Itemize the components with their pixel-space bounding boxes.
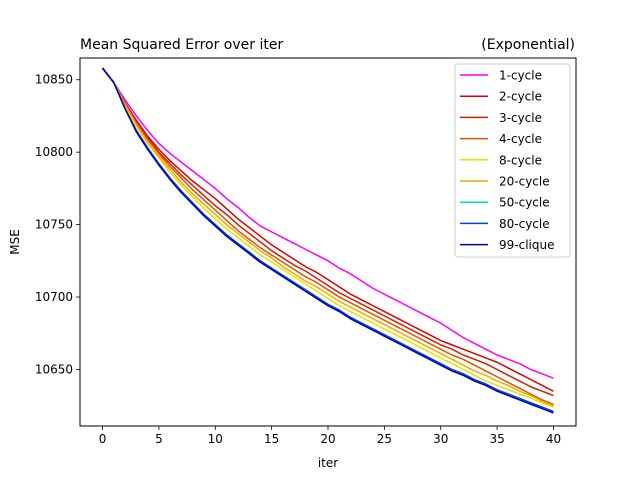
y-tick-label: 10750 [35,218,73,232]
x-tick-label: 25 [377,432,392,446]
x-tick-label: 0 [99,432,107,446]
legend: 1-cycle 2-cycle 3-cycle 4-cycle 8-cycle 20-cy… [454,63,571,258]
x-axis-label: iter [318,456,338,470]
x-tick-label: 5 [155,432,163,446]
series-line-8-cycle [101,67,554,408]
series-line-99-clique [101,67,554,414]
legend-items: 1-cycle 2-cycle 3-cycle 4-cycle 8-cycle 20-cy… [460,69,554,252]
legend-label: 4-cycle [499,132,542,146]
y-tick-label: 10650 [35,362,73,376]
series-line-1-cycle [101,67,554,379]
series-line-20-cycle [101,67,554,407]
legend-label: 2-cycle [499,90,542,104]
series-line-80-cycle [101,67,554,413]
legend-label: 8-cycle [499,153,542,167]
legend-label: 50-cycle [499,196,550,210]
x-tick-label: 40 [546,432,561,446]
chart-subtitle: (Exponential) [481,37,575,53]
x-tick-label: 35 [489,432,504,446]
y-axis-label: MSE [8,229,22,255]
y-tick-label: 10700 [35,290,73,304]
series-line-4-cycle [101,67,554,405]
x-tick-label: 15 [264,432,279,446]
chart-title: Mean Squared Error over iter [80,37,283,53]
x-tick-label: 20 [320,432,335,446]
x-tick-label: 10 [208,432,223,446]
x-axis-ticks: 0 5 10 15 20 25 30 35 40 [99,426,561,446]
legend-label: 99-clique [499,238,554,252]
legend-label: 80-cycle [499,217,550,231]
y-axis-ticks: 10650 10700 10750 10800 10850 [35,73,80,376]
series-layer [101,67,554,414]
legend-label: 1-cycle [499,69,542,83]
y-tick-label: 10800 [35,145,73,159]
x-tick-label: 30 [433,432,448,446]
y-tick-label: 10850 [35,73,73,87]
legend-label: 3-cycle [499,111,542,125]
series-line-2-cycle [101,67,554,392]
legend-label: 20-cycle [499,175,550,189]
series-line-3-cycle [101,67,554,397]
legend-box [454,63,571,258]
